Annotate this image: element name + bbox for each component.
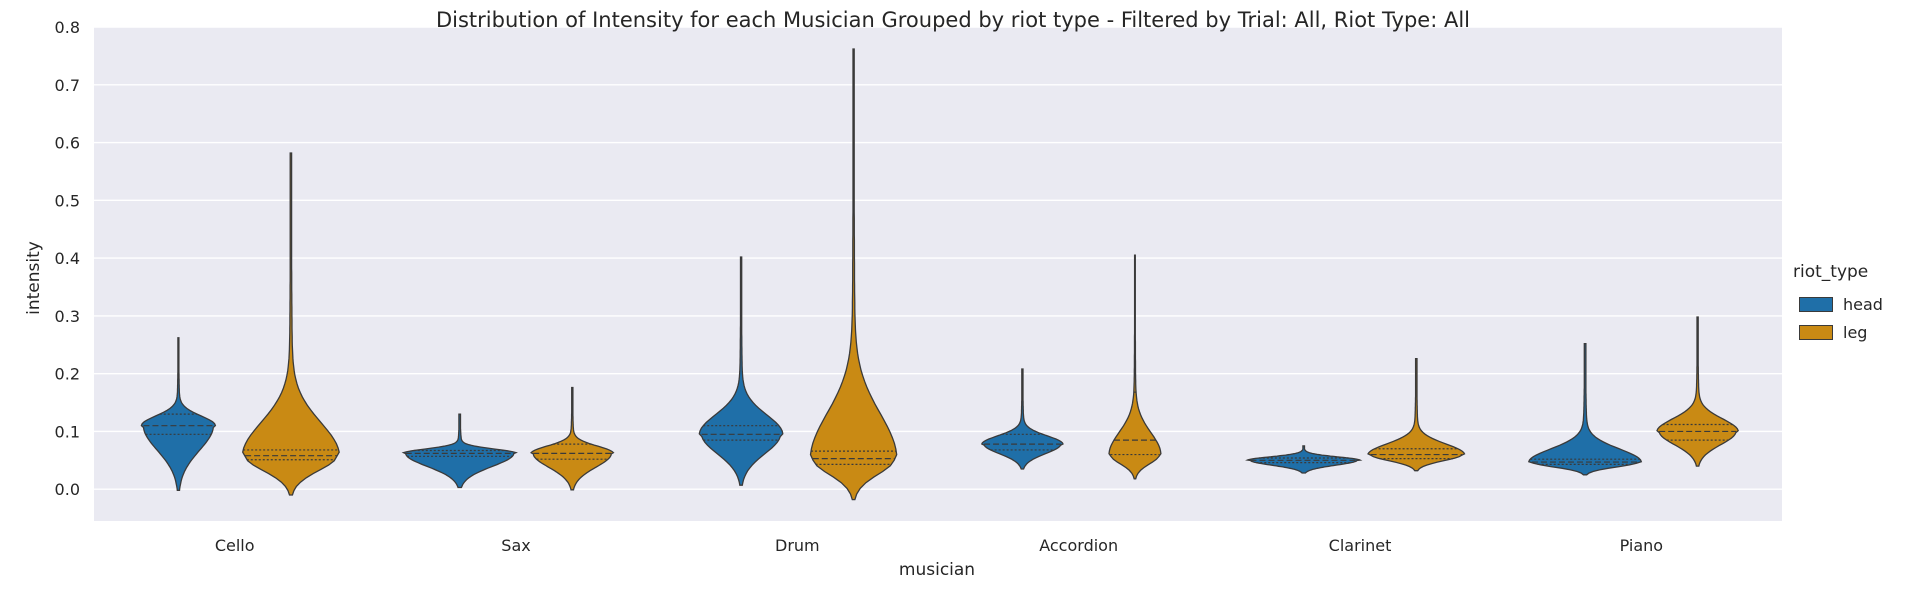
- y-tick-label: 0.1: [55, 422, 80, 441]
- x-tick-label: Sax: [501, 536, 530, 555]
- x-tick-label: Clarinet: [1329, 536, 1392, 555]
- y-tick-label: 0.3: [55, 307, 80, 326]
- legend-item-head: head: [1793, 290, 1883, 318]
- y-tick-label: 0.7: [55, 76, 80, 95]
- y-tick-label: 0.0: [55, 480, 80, 499]
- x-axis-label: musician: [898, 560, 976, 580]
- x-tick-label: Cello: [215, 536, 255, 555]
- legend-label-head: head: [1843, 294, 1883, 314]
- y-axis-label: intensity: [24, 241, 44, 315]
- legend: riot_type head leg: [1793, 262, 1883, 346]
- violin-leg-sax: [530, 386, 615, 491]
- x-tick-label: Piano: [1620, 536, 1663, 555]
- violin-leg-drum: [809, 48, 898, 501]
- y-tick-label: 0.6: [55, 134, 80, 153]
- legend-label-leg: leg: [1843, 322, 1868, 342]
- y-tick-label: 0.8: [55, 18, 80, 37]
- violin-leg-cello: [242, 152, 340, 496]
- x-tick-label: Drum: [775, 536, 820, 555]
- violin-head-piano: [1527, 342, 1643, 476]
- chart-title: Distribution of Intensity for each Music…: [435, 8, 1470, 32]
- plot-area: [94, 27, 1782, 521]
- violin-leg-clarinet: [1367, 357, 1466, 472]
- y-tick-label: 0.5: [55, 191, 80, 210]
- legend-item-leg: leg: [1793, 318, 1883, 346]
- y-tick-label: 0.2: [55, 365, 80, 384]
- violin-head-clarinet: [1245, 445, 1363, 474]
- legend-title: riot_type: [1793, 262, 1869, 282]
- violin-head-cello: [140, 337, 217, 492]
- violin-head-drum: [698, 256, 784, 486]
- violin-leg-piano: [1656, 316, 1739, 467]
- violin-leg-accordion: [1108, 254, 1162, 480]
- y-tick-label: 0.4: [55, 249, 80, 268]
- x-tick-label: Accordion: [1039, 536, 1118, 555]
- legend-swatch-head: [1799, 296, 1833, 312]
- legend-swatch-leg: [1799, 324, 1833, 340]
